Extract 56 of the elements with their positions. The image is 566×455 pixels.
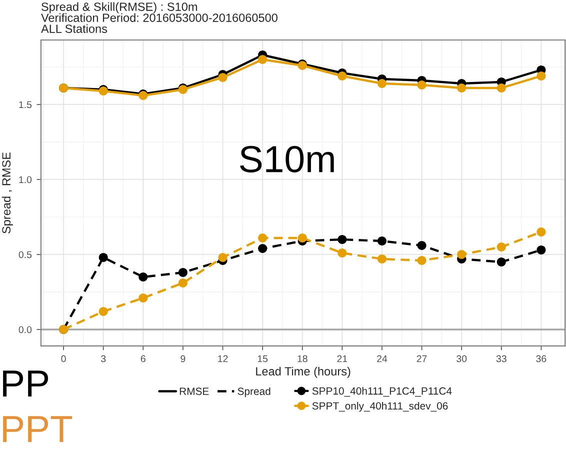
text: Spread	[238, 387, 270, 398]
point	[496, 242, 506, 252]
point	[457, 250, 466, 259]
point	[338, 71, 347, 81]
x-axis-title: Lead Time (hours)	[256, 366, 350, 378]
point	[338, 248, 347, 258]
point	[536, 227, 546, 236]
text: RMSE	[180, 388, 209, 396]
y-tick-label: 0.0	[18, 326, 32, 334]
x-tick-label: 6	[140, 355, 146, 362]
point	[258, 233, 268, 242]
point	[138, 272, 148, 282]
x-tick-label: 18	[298, 355, 308, 362]
point	[218, 72, 228, 82]
point	[417, 256, 426, 265]
point	[457, 83, 466, 93]
y-axis-title: Spread , RMSE	[2, 152, 13, 234]
text: PPT	[3, 416, 72, 442]
legend-label: SPP10_40h111_P1C4_P11C4	[312, 387, 452, 397]
x-tick-label: 21	[337, 355, 348, 362]
x-tick-label: 3	[101, 355, 106, 362]
point	[138, 293, 148, 302]
point	[258, 54, 268, 64]
point	[417, 240, 426, 250]
legend-label: SPPT_only_40h111_sdev_06	[312, 402, 448, 412]
point	[496, 83, 506, 93]
y-tick-label: 1.0	[19, 176, 32, 184]
x-tick-label: 33	[496, 355, 506, 362]
point	[496, 257, 506, 266]
point	[298, 233, 307, 242]
x-tick-label: 15	[258, 355, 268, 362]
x-tick-label: 36	[536, 355, 546, 362]
x-tick-label: 0	[61, 355, 66, 362]
y-tick-label: 1.5	[19, 101, 32, 108]
point	[178, 268, 188, 277]
y-tick-label: 0.5	[18, 251, 32, 258]
chart-title: Spread & Skill(RMSE) : S10m Verification Period: 2016053000-2016060500 ALL Stations	[41, 2, 278, 33]
annotation: S10m	[240, 146, 334, 172]
point	[178, 278, 188, 288]
x-tick-label: 27	[416, 355, 427, 362]
point	[98, 306, 108, 316]
point	[377, 78, 386, 88]
text: PP	[3, 370, 48, 396]
point	[98, 252, 108, 262]
point	[338, 234, 347, 244]
point	[258, 244, 268, 253]
point	[377, 254, 386, 264]
point	[536, 71, 546, 81]
x-tick-label: 12	[218, 355, 228, 362]
x-tick-label: 30	[456, 355, 467, 362]
x-tick-label: 24	[377, 355, 388, 362]
point	[377, 236, 386, 246]
point	[417, 80, 426, 90]
x-tick-label: 9	[180, 355, 186, 362]
point	[218, 252, 228, 262]
point	[536, 245, 546, 254]
